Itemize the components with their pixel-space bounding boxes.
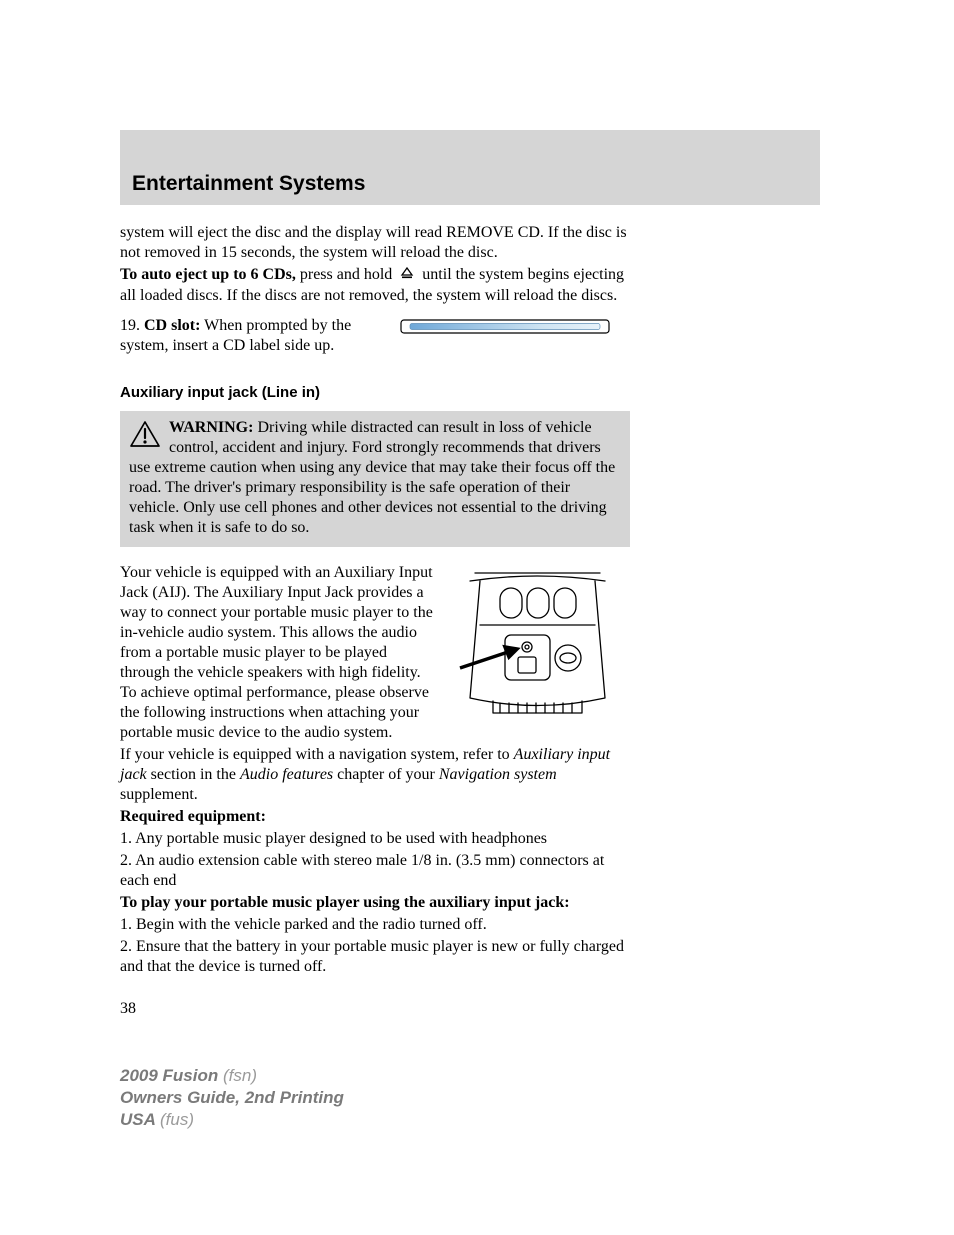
cd-slot-num: 19. [120, 317, 144, 334]
warning-label: WARNING: [169, 419, 253, 436]
play-head: To play your portable music player using… [120, 893, 630, 913]
console-diagram [445, 563, 630, 729]
aij-p2-c: chapter of your [333, 766, 439, 783]
footer-code-1: (fsn) [223, 1066, 257, 1085]
footer-line-1: 2009 Fusion (fsn) [120, 1065, 344, 1087]
aij-p2-b: section in the [147, 766, 240, 783]
footer-code-2: (fus) [160, 1110, 194, 1129]
aux-subhead: Auxiliary input jack (Line in) [120, 384, 630, 403]
warning-text: Driving while distracted can result in l… [129, 419, 615, 536]
aij-p2-d: supplement. [120, 786, 198, 803]
page-content: Entertainment Systems system will eject … [120, 130, 820, 1019]
play-item-1: 1. Begin with the vehicle parked and the… [120, 915, 630, 935]
aij-p2-a: If your vehicle is equipped with a navig… [120, 746, 514, 763]
footer-region: USA [120, 1110, 160, 1129]
cd-slot-row: 19. CD slot: When prompted by the system… [120, 316, 630, 356]
eject-paragraph-b: To auto eject up to 6 CDs, press and hol… [120, 265, 630, 306]
aij-p2-em2: Audio features [240, 766, 333, 783]
required-item-2: 2. An audio extension cable with stereo … [120, 851, 630, 891]
warning-box: WARNING: Driving while distracted can re… [120, 411, 630, 547]
required-item-1: 1. Any portable music player designed to… [120, 829, 630, 849]
auto-eject-pre: press and hold [296, 266, 396, 283]
page-number: 38 [120, 999, 630, 1019]
aij-p2-em3: Navigation system [439, 766, 557, 783]
body-content: system will eject the disc and the displ… [120, 223, 630, 1019]
eject-paragraph-a: system will eject the disc and the displ… [120, 223, 630, 263]
cd-slot-text: 19. CD slot: When prompted by the system… [120, 316, 400, 356]
eject-icon [400, 266, 414, 286]
header-band: Entertainment Systems [120, 130, 820, 205]
aij-p2: If your vehicle is equipped with a navig… [120, 745, 630, 805]
footer-model: 2009 Fusion [120, 1066, 223, 1085]
aij-block: Your vehicle is equipped with an Auxilia… [120, 563, 630, 807]
footer-line-2: Owners Guide, 2nd Printing [120, 1087, 344, 1109]
auto-eject-bold: To auto eject up to 6 CDs, [120, 266, 296, 283]
play-item-2: 2. Ensure that the battery in your porta… [120, 937, 630, 977]
footer-line-3: USA (fus) [120, 1109, 344, 1131]
cd-slot-label: CD slot: [144, 317, 200, 334]
warning-icon [129, 420, 161, 454]
required-head: Required equipment: [120, 807, 630, 827]
footer: 2009 Fusion (fsn) Owners Guide, 2nd Prin… [120, 1065, 344, 1131]
cd-slot-graphic [400, 316, 610, 341]
section-title: Entertainment Systems [132, 171, 365, 197]
